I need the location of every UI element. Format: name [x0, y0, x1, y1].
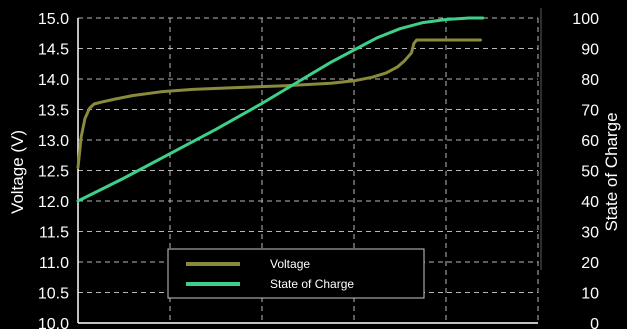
y2-tick-label: 10: [581, 286, 599, 303]
y-tick-label: 13.5: [38, 103, 69, 120]
y2-tick-label: 50: [581, 164, 599, 181]
y2-tick-label: 70: [581, 103, 599, 120]
y-tick-label: 10.0: [38, 316, 69, 329]
y2-tick-label: 30: [581, 225, 599, 242]
y2-tick-label: 90: [581, 42, 599, 59]
y-tick-label: 14.5: [38, 42, 69, 59]
y-tick-label: 12.0: [38, 194, 69, 211]
series-line: [76, 16, 485, 203]
series-line: [76, 38, 482, 169]
legend-label: Voltage: [270, 257, 310, 271]
y-tick-label: 11.5: [39, 225, 69, 242]
axes: 10.0 10.5 11.0 11.5 12.0 12.5 13.0 13.5 14.0 14.5…: [38, 8, 599, 329]
legend-box: [167, 248, 425, 299]
legend-label: State of Charge: [270, 277, 354, 291]
y-axis-title: Voltage (V): [8, 130, 27, 214]
y-tick-label: 14.0: [38, 72, 69, 89]
series-lines: [76, 16, 485, 203]
y-tick-label: 13.0: [38, 133, 69, 150]
legend: Voltage State of Charge: [167, 248, 425, 299]
y2-tick-label: 40: [581, 194, 599, 211]
y2-tick-label: 0: [590, 316, 599, 329]
y-tick-label: 11.0: [39, 255, 69, 272]
y2-tick-label: 60: [581, 133, 599, 150]
y2-axis-title: State of Charge: [602, 112, 621, 231]
y-tick-label: 15.0: [38, 11, 69, 28]
y-tick-label: 12.5: [38, 164, 69, 181]
y2-tick-label: 80: [581, 72, 599, 89]
y2-tick-label: 100: [572, 11, 599, 28]
y2-tick-label: 20: [581, 255, 599, 272]
y-tick-label: 10.5: [38, 286, 69, 303]
